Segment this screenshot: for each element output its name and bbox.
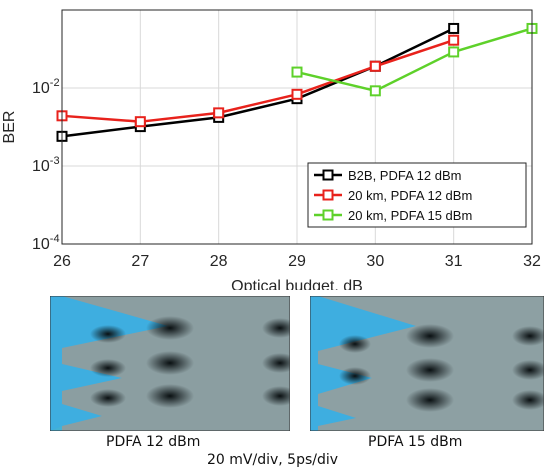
data-point-marker xyxy=(213,107,225,119)
y-tick-labels: 10-4 10-3 10-2 xyxy=(32,77,60,253)
series-line-2 xyxy=(61,39,455,123)
scale-caption: 20 mV/div, 5ps/div xyxy=(207,452,339,468)
data-point-marker xyxy=(448,22,460,34)
legend-swatch-marker xyxy=(322,169,334,181)
data-point-marker xyxy=(448,34,460,46)
eye-caption-left: PDFA 12 dBm xyxy=(106,434,201,450)
legend-swatch-marker xyxy=(322,189,334,201)
x-axis-label: Optical budget, dB xyxy=(231,278,363,290)
x-tick-label: 28 xyxy=(210,253,228,270)
series-line-1 xyxy=(61,27,455,138)
eye-caption-right: PDFA 15 dBm xyxy=(368,434,463,450)
y-tick-label: 10-3 xyxy=(32,155,60,175)
data-point-marker xyxy=(369,85,381,97)
legend-swatch-marker xyxy=(322,209,334,221)
legend-entry: 20 km, PDFA 12 dBm xyxy=(348,188,472,203)
legend-entry: 20 km, PDFA 15 dBm xyxy=(348,208,472,223)
y-axis-label: BER xyxy=(1,111,18,144)
plot-frame xyxy=(61,9,533,245)
x-tick-label: 32 xyxy=(523,253,541,270)
data-point-marker xyxy=(369,60,381,72)
x-tick-label: 30 xyxy=(366,253,384,270)
x-tick-labels: 26 27 28 29 30 31 32 xyxy=(53,253,541,270)
y-tick-label: 10-4 xyxy=(32,233,60,253)
legend: B2B, PDFA 12 dBm 20 km, PDFA 12 dBm 20 km,… xyxy=(307,162,527,228)
eye-diagram-left xyxy=(49,295,298,432)
x-tick-label: 31 xyxy=(445,253,463,270)
x-tick-label: 26 xyxy=(53,253,71,270)
legend-entry: B2B, PDFA 12 dBm xyxy=(348,168,461,183)
x-tick-label: 29 xyxy=(288,253,306,270)
data-point-marker xyxy=(291,66,303,78)
data-point-marker xyxy=(291,88,303,100)
legend-box xyxy=(307,162,527,228)
y-tick-label: 10-2 xyxy=(32,77,60,97)
eye-diagram-right xyxy=(309,295,544,432)
data-point-marker xyxy=(448,46,460,58)
x-tick-label: 27 xyxy=(131,253,149,270)
data-point-marker xyxy=(134,116,146,128)
ber-chart: 10-4 10-3 10-2 26 27 28 29 30 31 32 BER Optical … xyxy=(1,9,541,290)
series-line-3 xyxy=(296,27,533,93)
